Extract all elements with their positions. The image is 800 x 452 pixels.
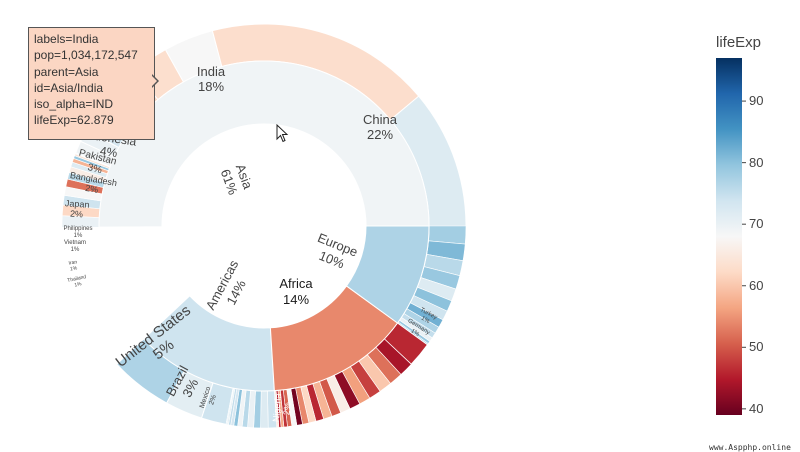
country-percent-text: 1% bbox=[71, 247, 80, 253]
country-percent-text: 1% bbox=[410, 328, 421, 338]
colorbar-tick-label: 50 bbox=[749, 339, 764, 355]
colorbar-ticks bbox=[742, 100, 746, 410]
country-percent-text: 2% bbox=[85, 183, 100, 195]
tooltip-line-pop: pop=1,034,172,547 bbox=[34, 48, 138, 63]
continent-percent-text: 14% bbox=[283, 292, 309, 307]
watermark-text: www.Aspphp.online bbox=[709, 443, 791, 452]
country-label-text: Nigeria bbox=[271, 393, 283, 422]
country-percent-text: 2% bbox=[281, 402, 292, 416]
center-hole bbox=[162, 124, 366, 328]
country-percent-text: 2% bbox=[208, 394, 218, 406]
country-percent-text: 1% bbox=[70, 265, 79, 272]
continent-label-text: Africa bbox=[279, 276, 313, 291]
country-wedge-americas-small-1[interactable] bbox=[260, 390, 269, 429]
country-percent-text: 18% bbox=[198, 79, 224, 94]
tooltip-line-lifeexp: lifeExp=62.879 bbox=[34, 113, 114, 128]
country-label-text: Japan bbox=[65, 198, 90, 210]
country-percent-text: 1% bbox=[74, 281, 83, 288]
hover-tooltip: labels=India pop=1,034,172,547 parent=As… bbox=[28, 27, 155, 140]
country-percent-text: 1% bbox=[420, 316, 431, 326]
colorbar-tick-label: 40 bbox=[749, 400, 764, 416]
colorbar bbox=[716, 58, 742, 415]
country-label-text: India bbox=[197, 64, 226, 79]
country-label-text: Philippines bbox=[63, 226, 92, 232]
country-percent-text: 22% bbox=[367, 127, 393, 142]
country-label-text: China bbox=[363, 112, 398, 127]
country-label-text: Iran bbox=[68, 259, 78, 266]
country-label-text: Thailand bbox=[67, 274, 87, 284]
tooltip-line-iso: iso_alpha=IND bbox=[34, 97, 114, 112]
country-percent-text: 2% bbox=[70, 209, 84, 220]
tooltip-line-labels: labels=India bbox=[34, 32, 99, 46]
colorbar-tick-label: 70 bbox=[749, 216, 764, 232]
colorbar-tick-label: 90 bbox=[749, 93, 764, 109]
mouse-cursor-icon bbox=[276, 124, 289, 143]
continent-wedge-europe[interactable] bbox=[345, 225, 430, 324]
tooltip-line-parent: parent=Asia bbox=[34, 64, 99, 79]
tooltip-pointer-fill bbox=[151, 75, 157, 87]
colorbar-tick-label: 60 bbox=[749, 277, 764, 293]
tooltip-line-id: id=Asia/India bbox=[34, 80, 104, 95]
country-percent-text: 1% bbox=[74, 233, 83, 239]
country-percent-text: 3% bbox=[86, 162, 103, 176]
country-percent-text: 4% bbox=[99, 144, 118, 160]
colorbar-title: lifeExp bbox=[716, 34, 762, 51]
colorbar-tick-label: 80 bbox=[749, 154, 764, 170]
country-label-text: Vietnam bbox=[64, 240, 86, 246]
